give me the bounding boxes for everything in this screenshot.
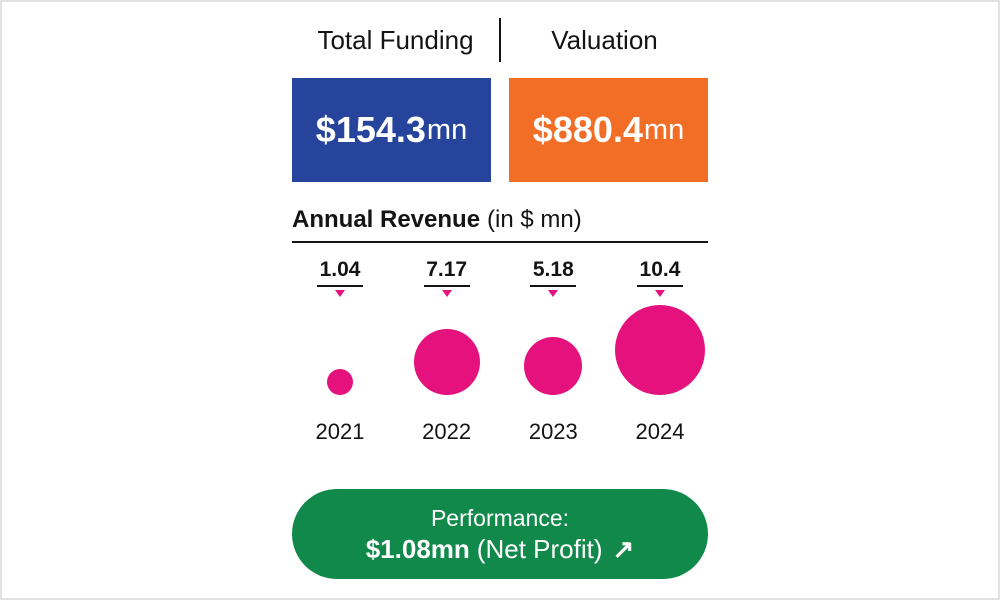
down-triangle-icon xyxy=(335,290,345,297)
bubble-area xyxy=(524,299,583,395)
total-funding-value-box: $154.3 mn xyxy=(292,78,491,182)
revenue-bubble xyxy=(614,305,705,395)
down-triangle-icon xyxy=(654,290,665,297)
total-funding-label: Total Funding xyxy=(317,25,474,55)
valuation-label: Valuation xyxy=(551,25,658,55)
bubble-column: 5.18 2023 xyxy=(505,259,601,443)
value-underline xyxy=(317,285,363,287)
bubble-column: 7.17 2022 xyxy=(399,259,495,443)
down-triangle-icon xyxy=(441,290,452,297)
total-funding-unit: mn xyxy=(426,113,468,146)
bubble-year-label: 2021 xyxy=(315,419,365,444)
valuation-value-box: $880.4 mn xyxy=(509,78,708,182)
annual-revenue-title: Annual Revenue (in $ mn) xyxy=(292,208,708,232)
stats-header: Total Funding Valuation xyxy=(292,16,708,64)
revenue-bubble xyxy=(413,329,480,395)
value-underline xyxy=(530,285,577,287)
performance-label: Performance: xyxy=(430,504,570,531)
bubble-value-label: 5.18 xyxy=(532,258,574,281)
value-underline xyxy=(423,285,470,287)
performance-pill: Performance: $1.08mn (Net Profit) ↗ xyxy=(292,489,708,579)
bubble-year-label: 2024 xyxy=(635,419,685,444)
bubble-column: 1.04 2021 xyxy=(292,259,388,443)
annual-revenue-divider xyxy=(292,241,708,243)
total-funding-value: $154.3 xyxy=(315,109,426,150)
stats-boxes: $154.3 mn $880.4 mn xyxy=(292,78,708,182)
valuation-value: $880.4 xyxy=(532,109,643,150)
infographic-content: Total Funding Valuation $154.3 mn $880.4 m… xyxy=(292,2,708,579)
up-right-arrow-icon: ↗ xyxy=(612,533,635,564)
value-underline xyxy=(636,285,683,287)
bubble-value-label: 7.17 xyxy=(426,258,468,281)
bubble-year-label: 2023 xyxy=(528,419,578,444)
annual-revenue-title-unit: (in $ mn) xyxy=(487,206,582,233)
header-divider xyxy=(499,18,501,62)
bubble-area xyxy=(413,299,480,395)
performance-detail-line: $1.08mn (Net Profit) ↗ xyxy=(366,536,635,562)
performance-detail: (Net Profit) xyxy=(476,533,603,564)
performance-value: $1.08mn xyxy=(365,533,470,564)
revenue-bubble-chart: 1.04 2021 7.17 2022 5.18 2023 10.4 2024 xyxy=(292,259,708,443)
bubble-year-label: 2022 xyxy=(422,419,472,444)
down-triangle-icon xyxy=(548,290,559,297)
annual-revenue-title-main: Annual Revenue xyxy=(292,206,481,233)
bubble-value-label: 1.04 xyxy=(319,258,361,281)
bubble-area xyxy=(614,299,705,395)
valuation-unit: mn xyxy=(643,113,685,146)
bubble-area xyxy=(327,299,353,395)
revenue-bubble xyxy=(327,369,353,395)
bubble-value-label: 10.4 xyxy=(639,258,681,281)
bubble-column: 10.4 2024 xyxy=(612,259,708,443)
revenue-bubble xyxy=(524,337,583,395)
